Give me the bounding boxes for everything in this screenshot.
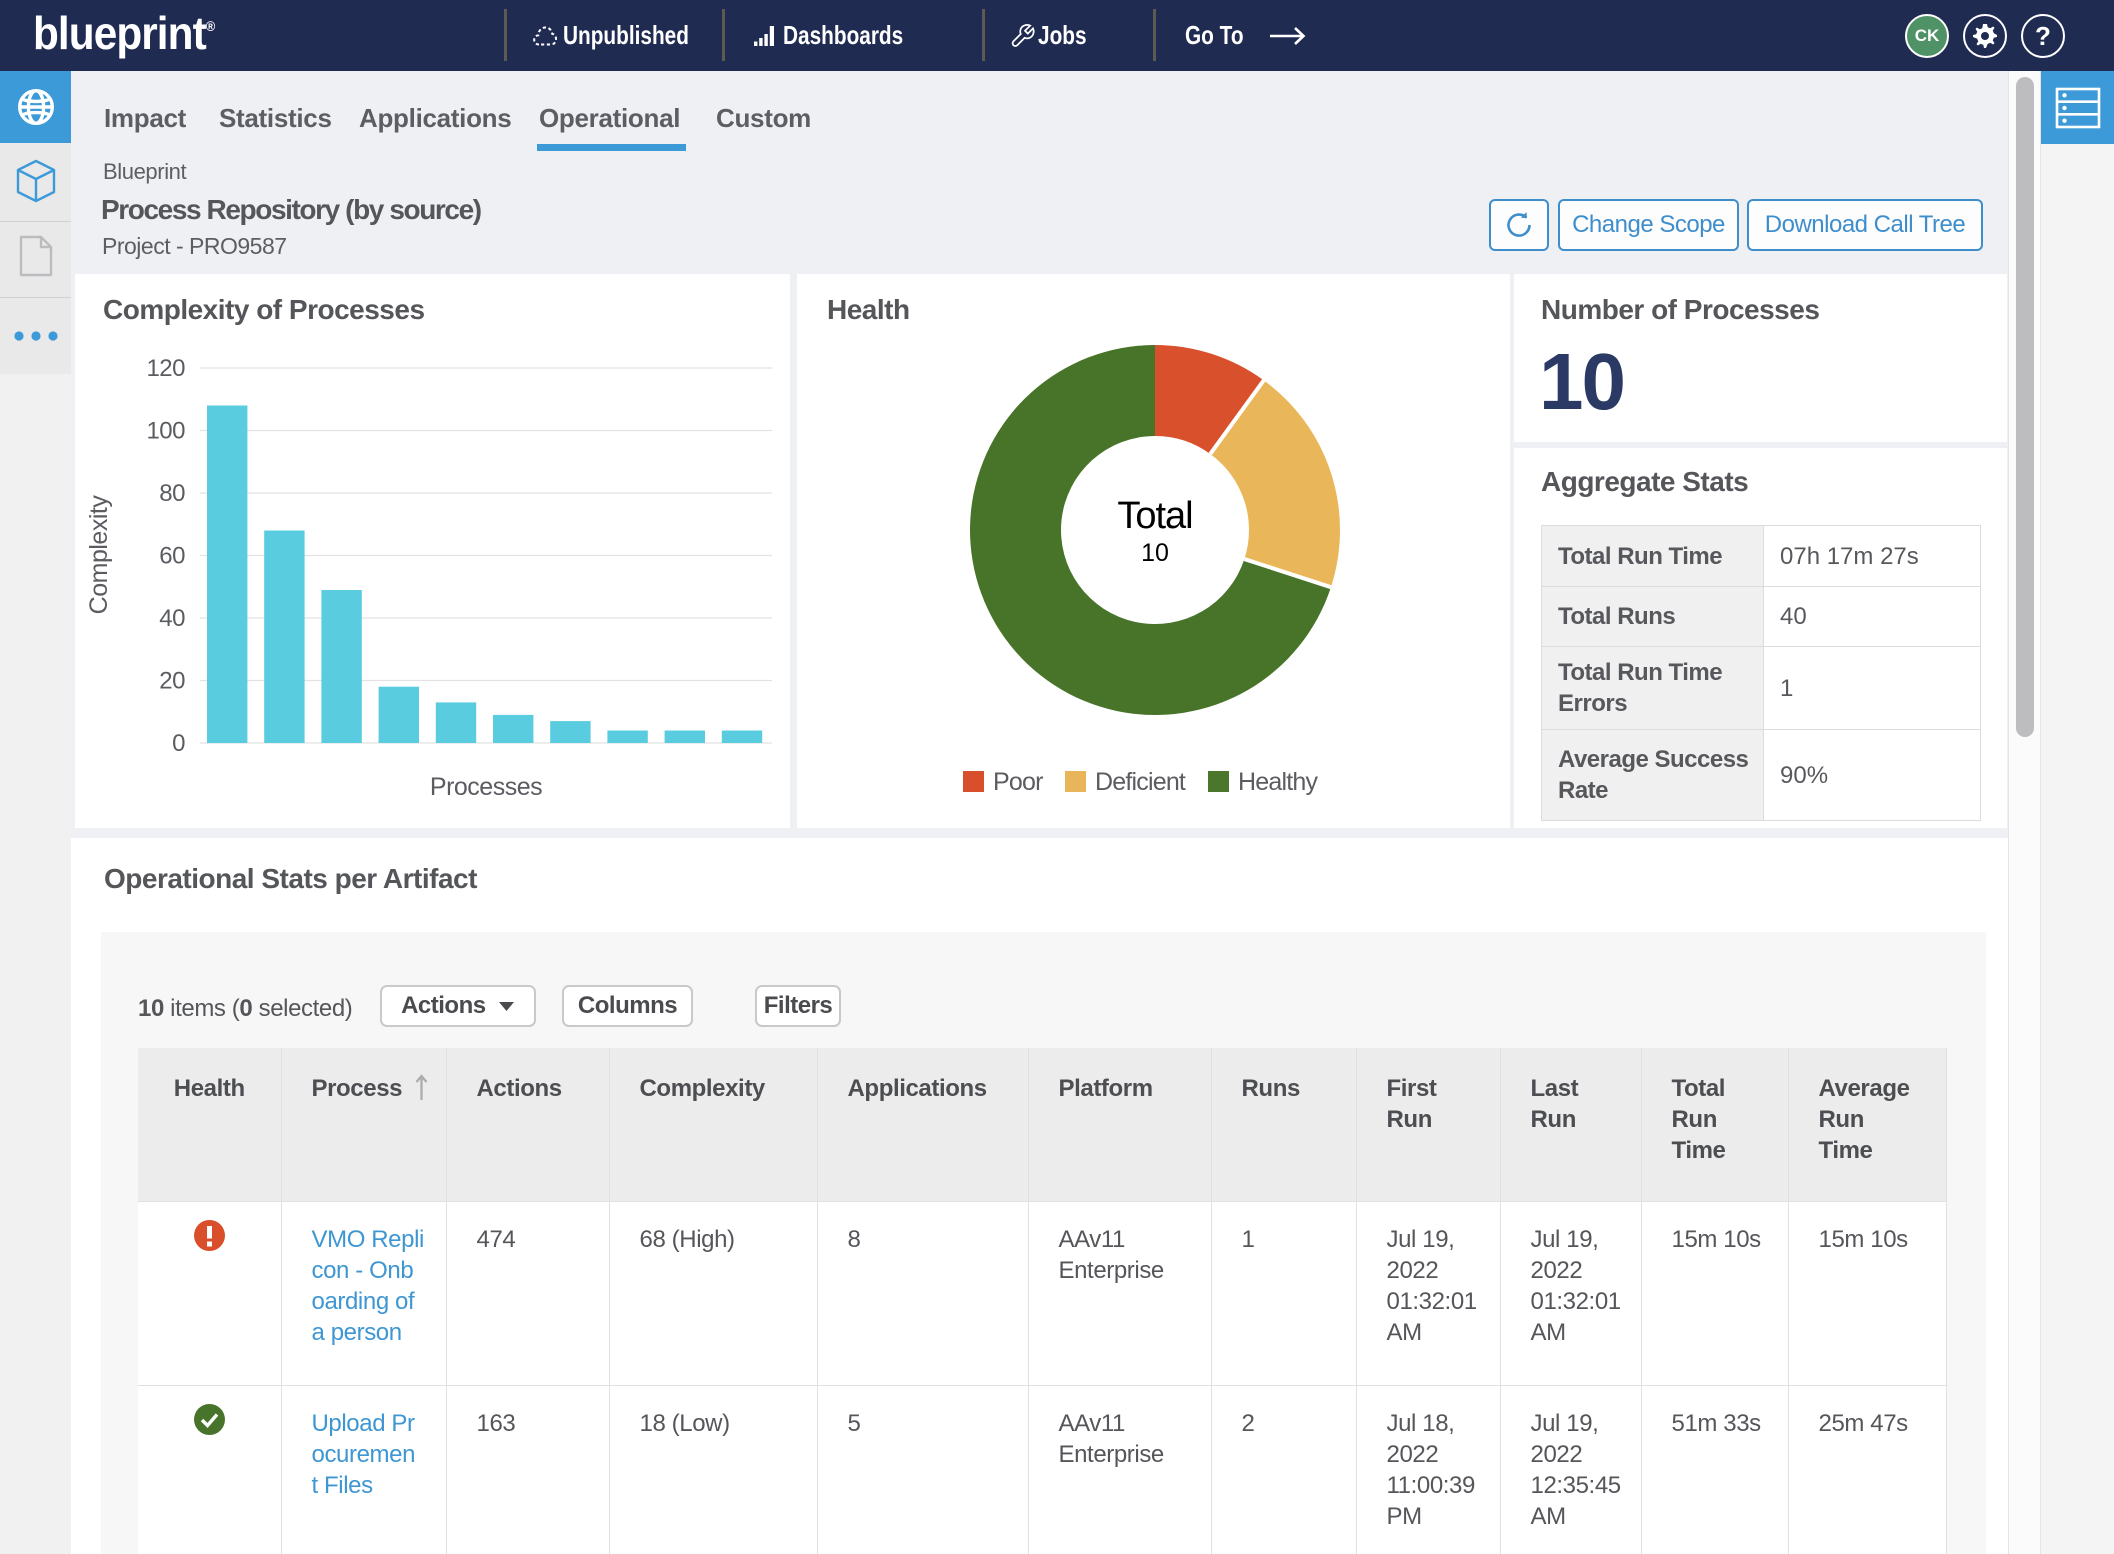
svg-text:Poor: Poor [993, 768, 1043, 796]
svg-text:Total: Total [1117, 495, 1192, 537]
svg-text:Deficient: Deficient [1095, 768, 1186, 796]
svg-text:60: 60 [159, 543, 185, 570]
svg-text:10: 10 [1141, 539, 1169, 567]
svg-text:Healthy: Healthy [1238, 768, 1318, 796]
svg-text:20: 20 [159, 668, 185, 695]
svg-text:40: 40 [159, 605, 185, 632]
svg-text:80: 80 [159, 480, 185, 507]
svg-text:120: 120 [146, 355, 185, 382]
svg-text:Complexity: Complexity [85, 495, 113, 615]
svg-text:Processes: Processes [430, 773, 542, 801]
svg-text:100: 100 [146, 418, 185, 445]
svg-text:0: 0 [172, 730, 185, 757]
